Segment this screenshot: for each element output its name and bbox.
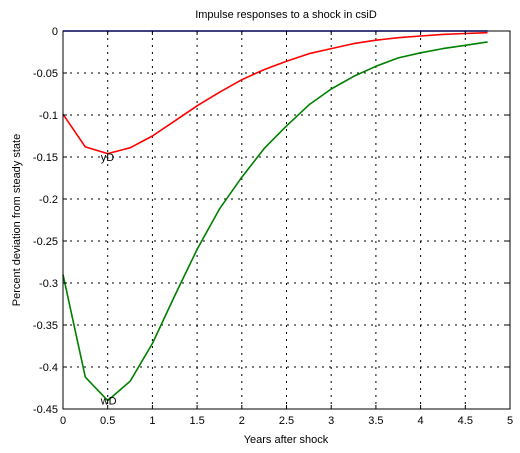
x-tick-label: 1 bbox=[149, 415, 155, 427]
y-tick-label: -0.45 bbox=[33, 404, 58, 416]
y-tick-label: -0.15 bbox=[33, 152, 58, 164]
series-line-yd bbox=[62, 31, 488, 155]
x-tick-label: 2.5 bbox=[279, 415, 294, 427]
y-tick-label: -0.35 bbox=[33, 320, 58, 332]
series-line-wd bbox=[62, 41, 488, 402]
x-tick-label: 0.5 bbox=[100, 415, 115, 427]
series-label-wd: wD bbox=[100, 396, 117, 408]
y-axis-label: Percent deviation from steady state bbox=[11, 134, 23, 306]
x-tick-label: 4 bbox=[418, 415, 424, 427]
chart-title: Impulse responses to a shock in csiD bbox=[195, 9, 377, 21]
series-labels: yD wD bbox=[100, 152, 117, 408]
y-tick-label: -0.4 bbox=[39, 362, 58, 374]
y-tick-label: -0.25 bbox=[33, 236, 58, 248]
y-tick-label: -0.1 bbox=[39, 110, 58, 122]
y-tick-label: 0 bbox=[52, 26, 58, 38]
y-tick-label: -0.2 bbox=[39, 194, 58, 206]
x-tick-label: 5 bbox=[507, 415, 513, 427]
x-axis-label: Years after shock bbox=[244, 434, 329, 446]
x-tick-label: 4.5 bbox=[458, 415, 473, 427]
grid-lines bbox=[63, 31, 510, 409]
x-tick-label: 2 bbox=[239, 415, 245, 427]
x-tick-label: 0 bbox=[60, 415, 66, 427]
x-tick-label: 1.5 bbox=[189, 415, 204, 427]
x-tick-label: 3.5 bbox=[368, 415, 383, 427]
y-tick-label: -0.3 bbox=[39, 278, 58, 290]
series-label-yd: yD bbox=[101, 152, 115, 164]
y-tick-label: -0.05 bbox=[33, 68, 58, 80]
x-tick-label: 3 bbox=[328, 415, 334, 427]
axis-ticks: 0 0.5 1 1.5 2 2.5 3 3.5 4 4.5 5 0 -0.05 -0.1 -0.15 -0.2… bbox=[33, 26, 513, 427]
